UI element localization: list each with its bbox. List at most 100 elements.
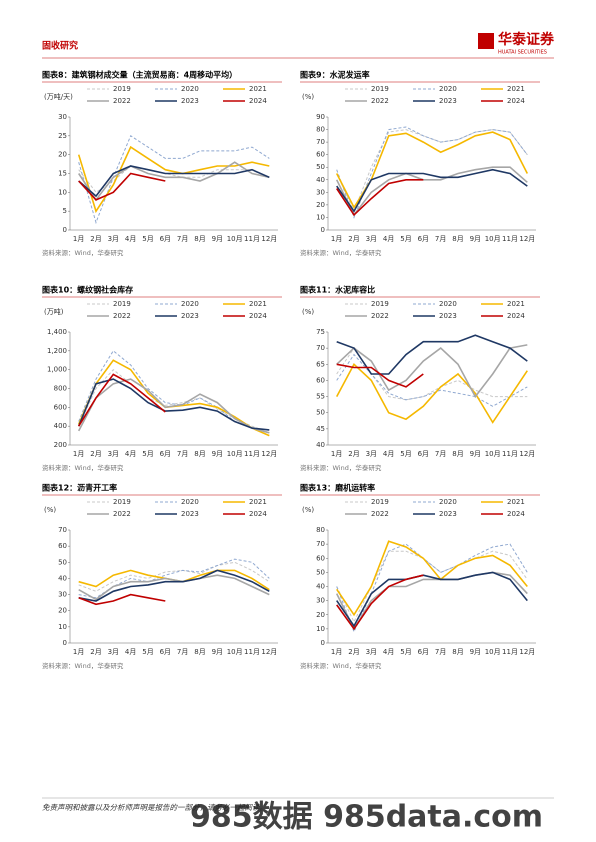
x-tick-label: 12月 xyxy=(519,648,535,656)
y-tick-label: 20 xyxy=(58,607,67,615)
y-tick-label: 50 xyxy=(316,163,325,171)
legend-label: 2021 xyxy=(249,300,267,308)
x-tick-label: 7月 xyxy=(177,235,188,243)
y-tick-label: 90 xyxy=(316,113,325,121)
x-tick-label: 5月 xyxy=(142,235,153,243)
legend-label: 2019 xyxy=(371,85,389,93)
y-tick-label: 50 xyxy=(316,568,325,576)
x-tick-label: 7月 xyxy=(435,648,446,656)
legend-label: 2023 xyxy=(181,510,199,518)
y-tick-label: 30 xyxy=(316,188,325,196)
legend-label: 2024 xyxy=(249,312,267,320)
y-tick-label: 40 xyxy=(316,441,325,449)
legend-label: 2019 xyxy=(113,85,131,93)
series-line xyxy=(78,172,166,201)
legend-label: 2023 xyxy=(181,312,199,320)
x-tick-label: 5月 xyxy=(400,235,411,243)
x-tick-label: 10月 xyxy=(485,235,501,243)
legend-label: 2022 xyxy=(371,510,389,518)
x-tick-label: 1月 xyxy=(73,235,84,243)
logo-text: 华泰证券 xyxy=(498,31,555,48)
watermark: 985数据 985data.com xyxy=(190,800,543,835)
legend-label: 2019 xyxy=(113,498,131,506)
logo-icon xyxy=(478,33,494,49)
source-note: 资料来源：Wind，华泰研究 xyxy=(42,463,124,472)
series-line xyxy=(78,569,270,602)
y-tick-label: 0 xyxy=(321,226,325,234)
legend-label: 2024 xyxy=(507,97,525,105)
x-tick-label: 9月 xyxy=(212,648,223,656)
series-line xyxy=(335,363,528,424)
x-tick-label: 4月 xyxy=(383,648,394,656)
x-tick-label: 12月 xyxy=(519,235,535,243)
series-line xyxy=(336,574,424,631)
y-tick-label: 50 xyxy=(316,409,325,417)
x-tick-label: 11月 xyxy=(502,235,518,243)
legend-label: 2021 xyxy=(249,85,267,93)
x-tick-label: 6月 xyxy=(160,648,171,656)
x-tick-label: 1月 xyxy=(331,235,342,243)
source-note: 资料来源：Wind，华泰研究 xyxy=(300,463,382,472)
x-tick-label: 9月 xyxy=(470,450,481,458)
chart-title: 图表13：磨机运转率 xyxy=(300,483,375,493)
y-tick-label: 30 xyxy=(58,113,67,121)
x-tick-label: 3月 xyxy=(108,235,119,243)
x-tick-label: 4月 xyxy=(383,450,394,458)
y-tick-label: 10 xyxy=(58,188,67,196)
chart-title: 图表12：沥青开工率 xyxy=(42,483,117,493)
series-line xyxy=(335,131,529,210)
y-tick-label: 20 xyxy=(316,201,325,209)
legend-label: 2019 xyxy=(371,498,389,506)
legend-label: 2022 xyxy=(113,312,131,320)
series-line xyxy=(336,540,528,617)
legend-label: 2020 xyxy=(181,498,199,506)
series-line xyxy=(77,378,270,431)
x-tick-label: 12月 xyxy=(261,235,277,243)
x-tick-label: 1月 xyxy=(331,648,342,656)
x-tick-label: 8月 xyxy=(194,235,205,243)
y-tick-label: 60 xyxy=(58,542,67,550)
x-tick-label: 1月 xyxy=(73,648,84,656)
x-tick-label: 7月 xyxy=(435,450,446,458)
y-tick-label: 60 xyxy=(316,554,325,562)
x-tick-label: 4月 xyxy=(125,450,136,458)
x-tick-label: 6月 xyxy=(160,235,171,243)
legend-label: 2024 xyxy=(249,97,267,105)
chart-title: 图表11：水泥库容比 xyxy=(300,285,375,295)
series-line xyxy=(78,369,270,434)
y-tick-label: 80 xyxy=(316,126,325,134)
x-tick-label: 9月 xyxy=(212,235,223,243)
legend-label: 2023 xyxy=(439,97,457,105)
x-tick-label: 12月 xyxy=(519,450,535,458)
legend-label: 2021 xyxy=(507,498,525,506)
y-tick-label: 1,400 xyxy=(47,328,67,336)
x-tick-label: 2月 xyxy=(90,235,101,243)
y-tick-label: 20 xyxy=(58,151,67,159)
source-note: 资料来源：Wind，华泰研究 xyxy=(42,248,124,257)
y-tick-label: 30 xyxy=(316,597,325,605)
legend-label: 2023 xyxy=(439,510,457,518)
series-line xyxy=(335,571,528,631)
y-tick-label: 1,200 xyxy=(47,347,67,355)
x-tick-label: 6月 xyxy=(418,648,429,656)
x-tick-label: 4月 xyxy=(383,235,394,243)
x-tick-label: 2月 xyxy=(90,648,101,656)
legend-label: 2020 xyxy=(439,85,457,93)
y-tick-label: 75 xyxy=(316,328,325,336)
source-note: 资料来源：Wind，华泰研究 xyxy=(300,248,382,257)
legend-label: 2019 xyxy=(371,300,389,308)
legend-label: 2023 xyxy=(181,97,199,105)
series-line xyxy=(336,353,528,407)
series-line xyxy=(78,165,270,193)
series-line xyxy=(336,168,528,213)
x-tick-label: 11月 xyxy=(502,450,518,458)
y-tick-label: 200 xyxy=(54,441,67,449)
section-header: 固收研究 xyxy=(42,40,78,52)
x-tick-label: 10月 xyxy=(227,648,243,656)
x-tick-label: 7月 xyxy=(177,648,188,656)
series-line xyxy=(78,574,270,601)
x-tick-label: 8月 xyxy=(452,450,463,458)
x-tick-label: 3月 xyxy=(366,450,377,458)
series-line xyxy=(336,129,528,213)
